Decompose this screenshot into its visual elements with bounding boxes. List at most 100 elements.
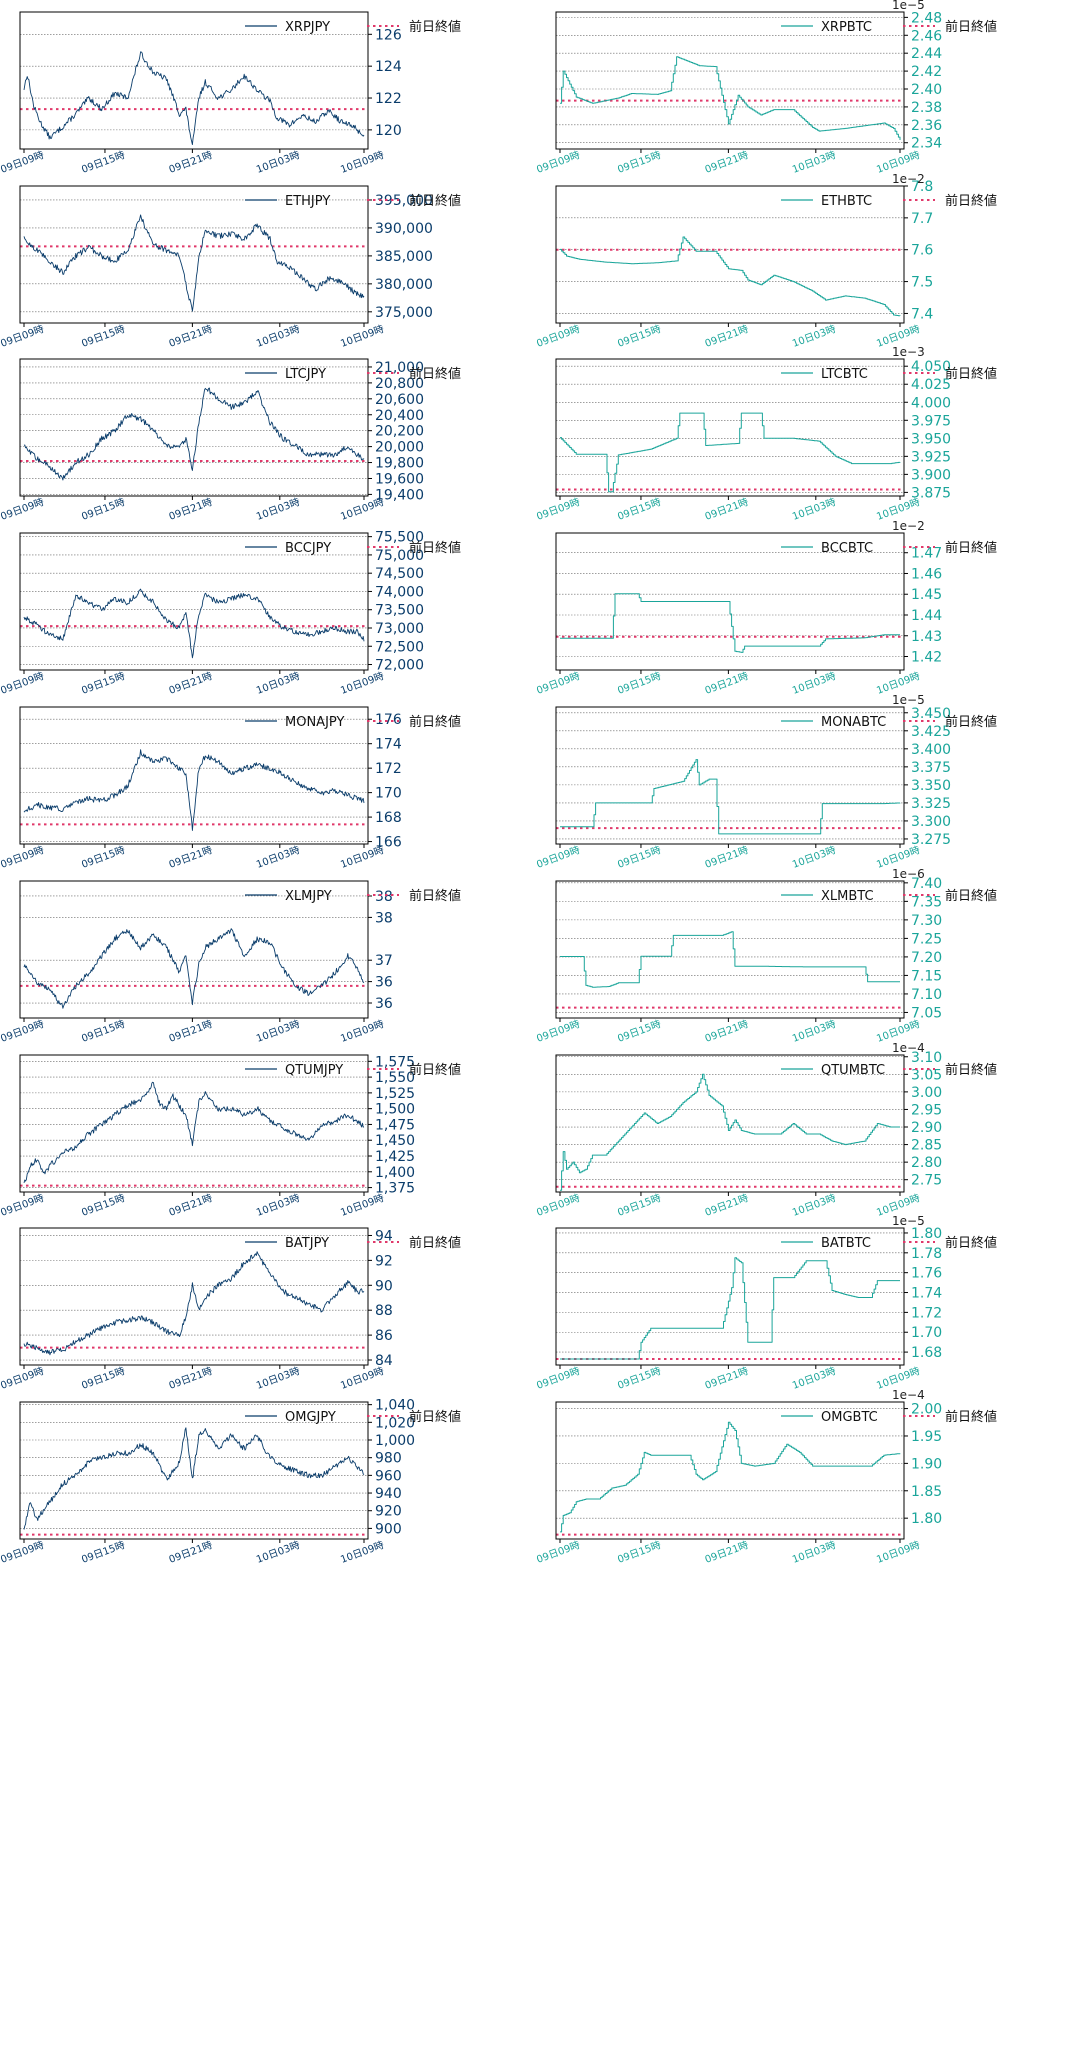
y-tick-label: 3.450: [911, 706, 951, 722]
x-tick-label: 10日03時: [255, 1192, 302, 1219]
x-tick-label: 09日21時: [703, 496, 750, 523]
y-tick-label: 1,450: [375, 1133, 415, 1149]
x-tick-label: 10日03時: [255, 1365, 302, 1392]
legend-series-label: MONAJPY: [285, 715, 344, 730]
legend-ref-label: 前日終値: [409, 1062, 461, 1078]
plot-frame: [555, 1054, 905, 1193]
y-tick-label: 1.85: [911, 1484, 942, 1500]
y-tick-label: 1.46: [911, 566, 942, 582]
y-tick-label: 38: [375, 889, 393, 905]
y-tick-label: 1,000: [375, 1433, 415, 1449]
x-tick-label: 10日03時: [791, 844, 838, 871]
series-line-ltcjpy: [23, 387, 365, 481]
chart-svg-ltcjpy: 19,40019,60019,80020,00020,20020,40020,6…: [0, 358, 461, 523]
legend-ref-label: 前日終値: [409, 19, 461, 35]
y-tick-label: 1.68: [911, 1345, 942, 1361]
y-tick-label: 2.85: [911, 1138, 942, 1154]
y-tick-label: 3.400: [911, 742, 951, 758]
legend-ref-label: 前日終値: [409, 714, 461, 730]
chart-panel-omgbtc: 1.80 1.85 1.90 1.95 2.00 1e−4 09日09時 09日15時 09日2…: [535, 1388, 1072, 1617]
y-tick-label: 2.75: [911, 1173, 942, 1189]
y-tick-label: 7.6: [911, 243, 933, 259]
legend-ref-label: 前日終値: [945, 714, 997, 730]
plot-frame: [19, 358, 369, 497]
y-tick-label: 19,800: [375, 456, 424, 472]
legend-ref-label: 前日終値: [945, 366, 997, 382]
plot-frame: [19, 185, 369, 324]
y-tick-label: 1.90: [911, 1456, 942, 1472]
y-tick-label: 1,550: [375, 1070, 415, 1086]
x-tick-label: 09日21時: [703, 1192, 750, 1219]
y-tick-label: 1,425: [375, 1149, 415, 1165]
chart-svg-xrpjpy: 120 122 124 126 09日09時 09日15時 09日21時 10日03時 10日0…: [0, 11, 461, 176]
chart-panel-ethbtc: 7.4 7.5 7.6 7.7 7.8 1e−2 09日09時 09日15時 09日21時 10日…: [535, 172, 1072, 401]
y-tick-label: 7.10: [911, 987, 942, 1003]
legend-ref-label: 前日終値: [409, 366, 461, 382]
x-tick-label: 09日09時: [0, 1018, 46, 1045]
y-tick-label: 84: [375, 1353, 393, 1369]
x-tick-label: 09日21時: [703, 323, 750, 350]
x-tick-label: 10日03時: [791, 1192, 838, 1219]
y-tick-label: 960: [375, 1468, 402, 1484]
x-tick-label: 09日21時: [167, 1018, 214, 1045]
plot-frame: [19, 706, 369, 845]
legend-ref-label: 前日終値: [945, 193, 997, 209]
series-line-batbtc: [560, 1257, 900, 1360]
legend-ref-label: 前日終値: [409, 888, 461, 904]
series-line-xrpjpy: [23, 51, 365, 146]
series-line-xrpbtc: [560, 56, 901, 140]
plot-frame: [19, 11, 369, 150]
chart-panel-ltcbtc: 3.875 3.900 3.925 3.950 3.975 4.000 4.025 4.050…: [535, 345, 1072, 574]
y-tick-label: 1.42: [911, 650, 942, 666]
y-tick-label: 90: [375, 1278, 393, 1294]
x-tick-label: 09日21時: [703, 1539, 750, 1566]
y-tick-label: 1.95: [911, 1429, 942, 1445]
x-tick-label: 09日09時: [535, 670, 582, 697]
x-tick-label: 10日09時: [339, 1539, 386, 1566]
x-tick-label: 09日09時: [535, 496, 582, 523]
y-tick-label: 72,500: [375, 639, 424, 655]
y-tick-label: 7.25: [911, 931, 942, 947]
chart-panel-batbtc: 1.68 1.70 1.72 1.74 1.76 1.78 1.80 1e−5 09日09時 09…: [535, 1214, 1072, 1443]
chart-svg-monajpy: 166 168 170 172 174 176 09日09時 09日15時 09日21時 10日0…: [0, 706, 461, 871]
x-tick-label: 10日03時: [255, 670, 302, 697]
chart-svg-qtumjpy: 1,3751,4001,4251,4501,4751,5001,5251,550…: [0, 1054, 461, 1219]
x-tick-label: 10日03時: [791, 1018, 838, 1045]
y-tick-label: 174: [375, 737, 402, 753]
chart-panel-qtumjpy: 1,375 1,400 1,425 1,450 1,475 1,500 1,525 1,550…: [0, 1043, 536, 1270]
x-tick-label: 09日21時: [167, 149, 214, 176]
y-tick-label: 74,500: [375, 566, 424, 582]
chart-svg-batjpy: 84 86 88 90 92 94 09日09時 09日15時 09日21時 10日03時 10日0…: [0, 1227, 461, 1392]
x-tick-label: 09日21時: [167, 1365, 214, 1392]
y-tick-label: 20,800: [375, 376, 424, 392]
plot-frame: [19, 1054, 369, 1193]
x-tick-label: 09日09時: [535, 1539, 582, 1566]
chart-svg-xlmjpy: 36 36 37 38 38 09日09時 09日15時 09日21時 10日03時 10日09時…: [0, 880, 461, 1045]
y-tick-label: 3.950: [911, 431, 951, 447]
x-tick-label: 09日09時: [0, 1365, 46, 1392]
x-tick-label: 09日21時: [167, 323, 214, 350]
y-tick-label: 3.325: [911, 796, 951, 812]
x-tick-label: 10日09時: [339, 844, 386, 871]
y-tick-label: 120: [375, 123, 402, 139]
x-tick-label: 09日09時: [0, 1192, 46, 1219]
chart-panel-batjpy: 84 86 88 90 92 94 09日09時 09日15時 09日21時 10日03時 10日0…: [0, 1216, 536, 1443]
x-tick-label: 09日15時: [80, 1539, 127, 1566]
x-tick-label: 09日09時: [0, 844, 46, 871]
x-tick-label: 09日15時: [80, 1192, 127, 1219]
y-tick-label: 1,040: [375, 1398, 415, 1414]
x-tick-label: 09日15時: [616, 1365, 663, 1392]
y-tick-label: 3.900: [911, 467, 951, 483]
y-tick-label: 7.35: [911, 894, 942, 910]
x-tick-label: 09日15時: [616, 670, 663, 697]
x-tick-label: 09日09時: [535, 323, 582, 350]
x-tick-label: 09日21時: [167, 1192, 214, 1219]
legend-series-label: LTCBTC: [821, 367, 868, 382]
x-tick-label: 10日03時: [791, 149, 838, 176]
y-tick-label: 36: [375, 975, 393, 991]
x-tick-label: 09日15時: [616, 844, 663, 871]
y-tick-label: 1.47: [911, 546, 942, 562]
